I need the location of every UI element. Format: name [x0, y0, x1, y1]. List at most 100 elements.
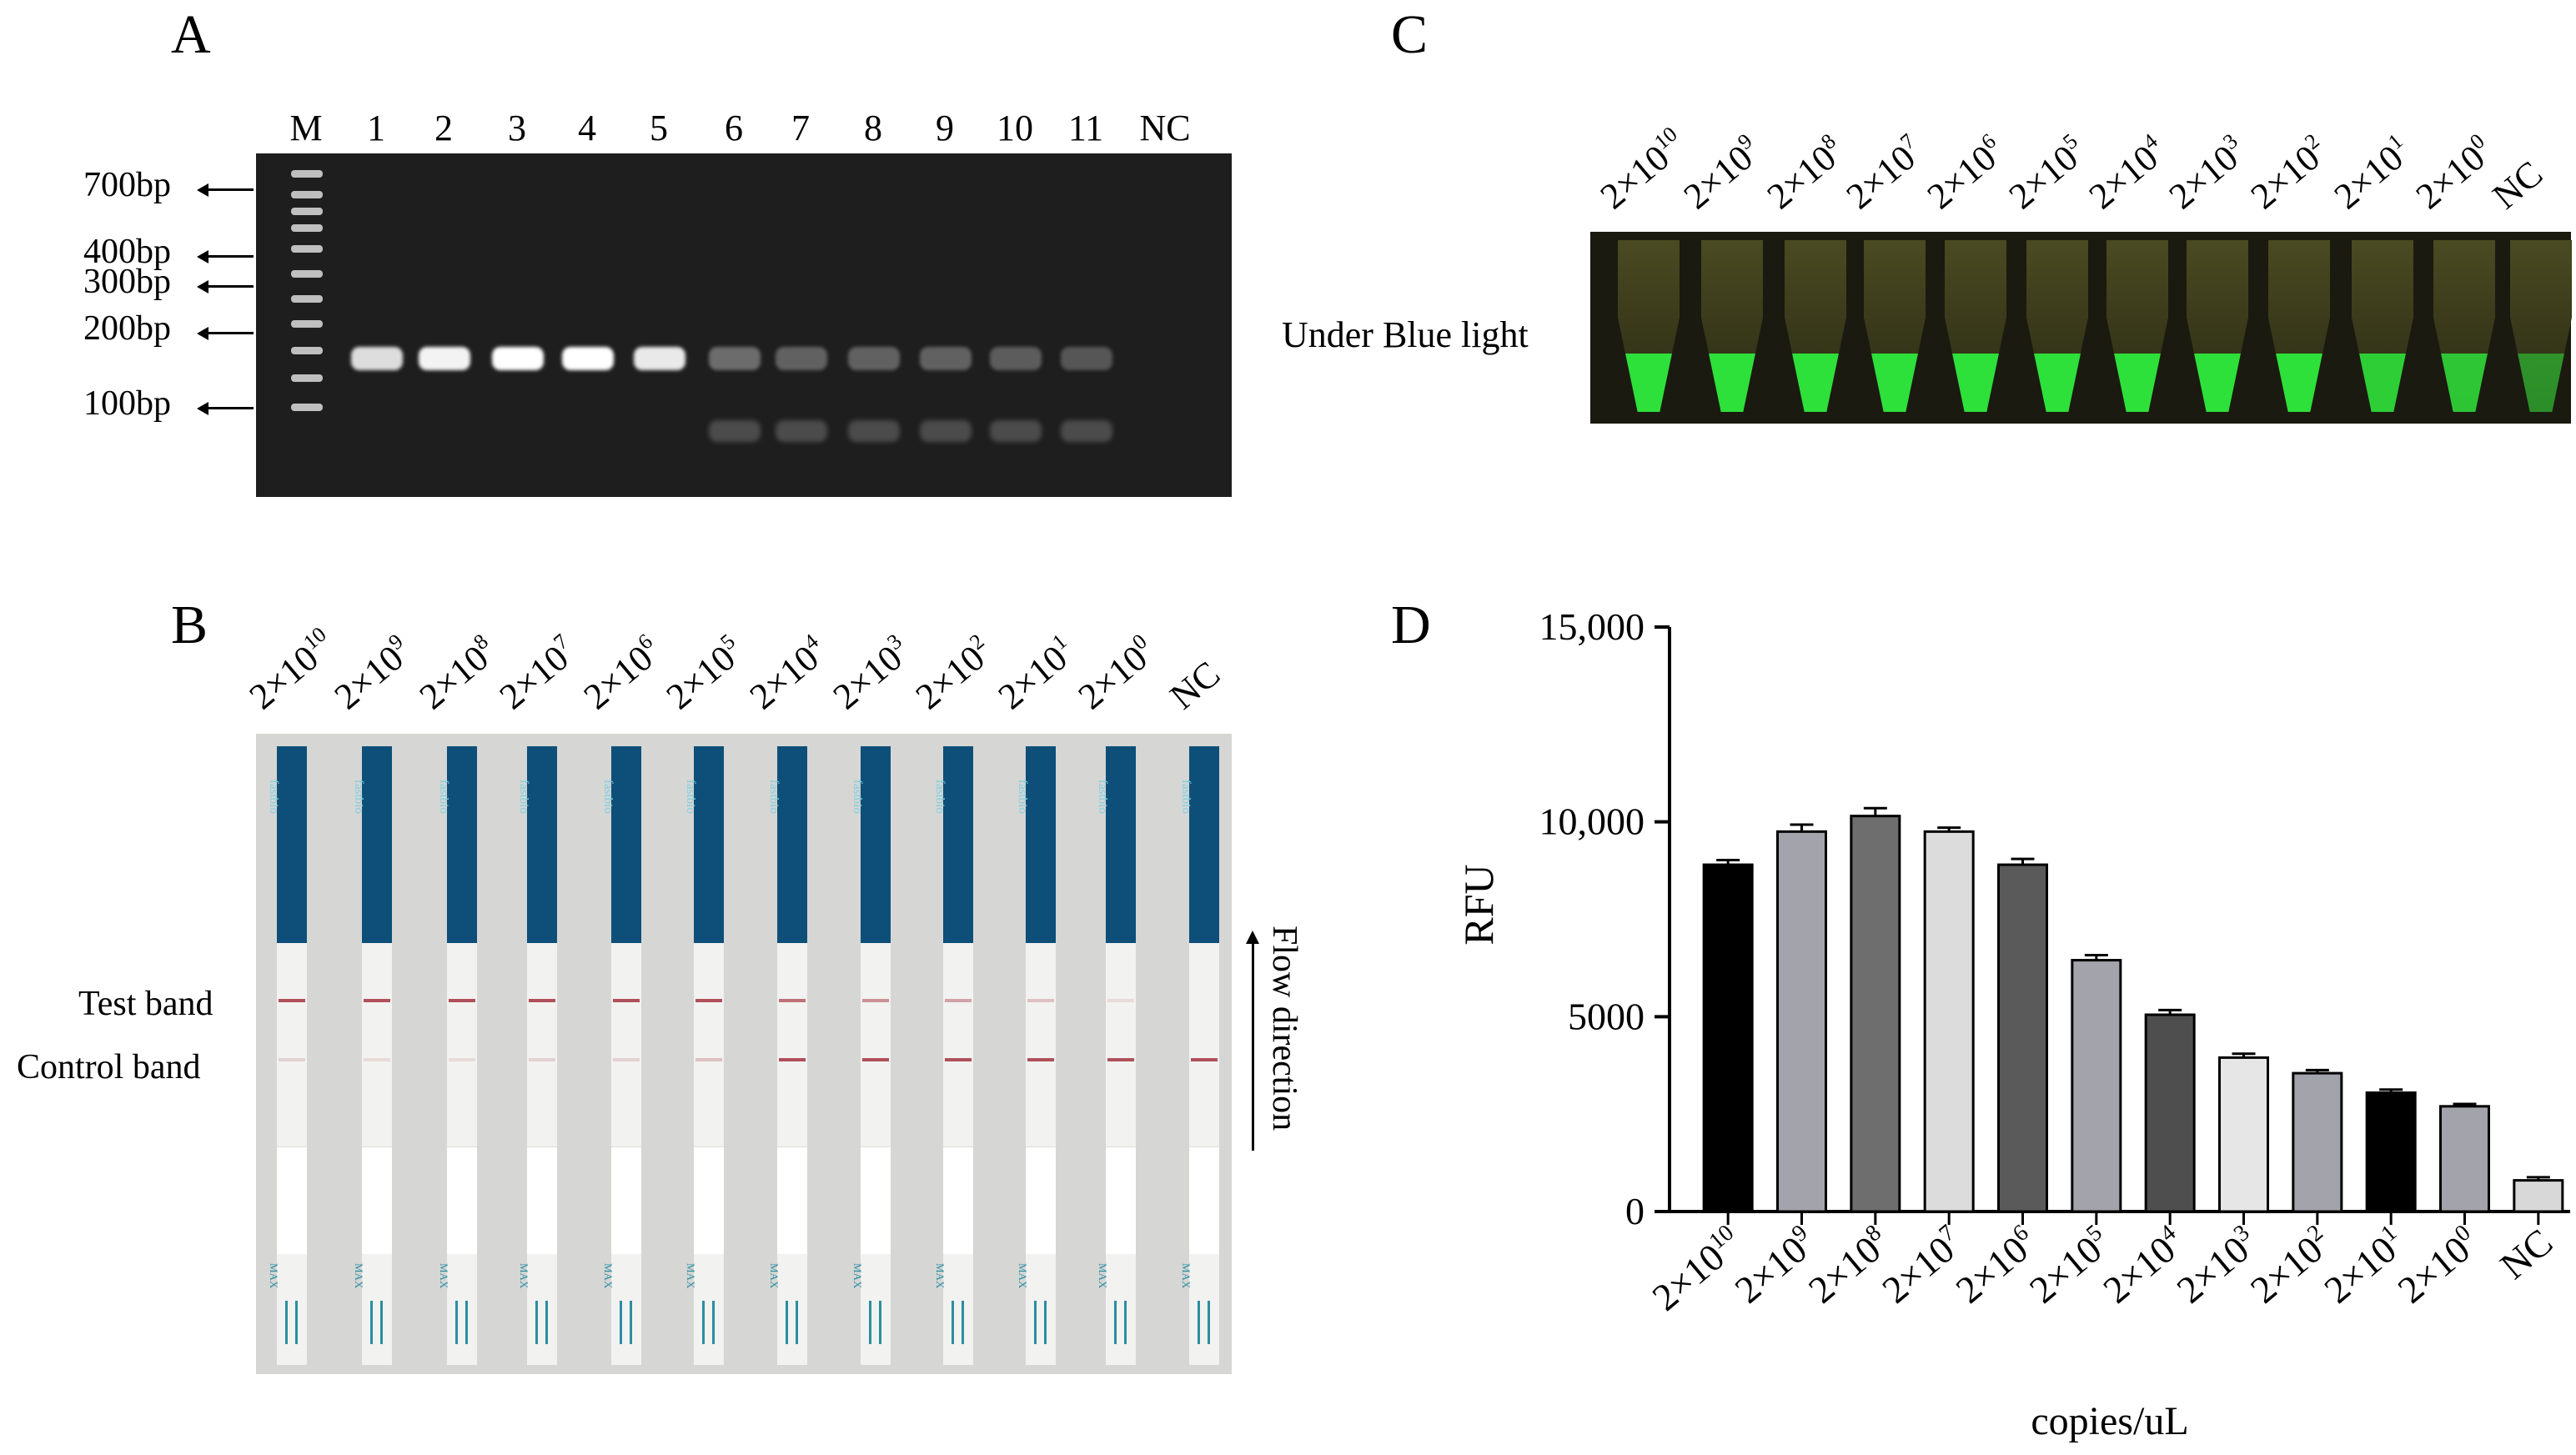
- strip-concentration-label-base: NC: [1162, 653, 1228, 718]
- strip-blue-tab: fastbio: [517, 746, 557, 943]
- panel-c-letter: C: [1391, 4, 1429, 65]
- bar: [1702, 863, 1754, 1213]
- reaction-tube: [2510, 240, 2572, 412]
- gel-band: [990, 347, 1042, 370]
- strip-arrow-mark: [1114, 1301, 1117, 1344]
- panel-b-letter: B: [171, 595, 208, 655]
- strip-control-band: [862, 1058, 889, 1061]
- marker-arrow-line: [207, 332, 254, 334]
- strip-blue-tab: fastbio: [267, 746, 307, 943]
- tube-concentration-label-8: 2×102: [2242, 128, 2336, 218]
- x-tick-label: 2×101: [2316, 1220, 2413, 1312]
- strip-arrow-mark: [1208, 1301, 1210, 1344]
- test-strip: fastbio MAX: [933, 746, 973, 1365]
- test-strip: fastbio MAX: [517, 746, 557, 1365]
- strip-sample-pad: [1189, 1146, 1219, 1254]
- strip-blue-tab: fastbio: [851, 746, 891, 943]
- strip-test-band: [529, 999, 555, 1002]
- strip-arrow-mark: [370, 1301, 373, 1344]
- strip-arrow-mark: [1034, 1301, 1037, 1344]
- strip-sample-pad: [277, 1146, 307, 1254]
- x-tick-label: 2×1010: [1644, 1220, 1750, 1319]
- gel-band: [634, 347, 685, 370]
- strip-arrow-mark: [465, 1301, 468, 1344]
- gel-lane-label: 4: [578, 108, 596, 148]
- reaction-tube: [1785, 240, 1846, 412]
- strip-brand-text: fastbio: [684, 780, 697, 814]
- gel-marker-label: 300bp: [83, 263, 171, 301]
- gel-lane-label: 2: [434, 108, 453, 148]
- reaction-tube: [2433, 240, 2495, 412]
- test-band-label: Test band: [78, 985, 213, 1023]
- strip-concentration-label-7: 2×103: [825, 629, 918, 718]
- strip-max-text: MAX: [934, 1263, 947, 1289]
- reaction-tube: [1701, 240, 1763, 412]
- gel-marker-label: 200bp: [83, 309, 171, 348]
- marker-arrow-head: [197, 183, 208, 197]
- strip-max-text: MAX: [518, 1263, 530, 1289]
- strip-arrow-mark: [879, 1301, 881, 1344]
- strip-arrow-mark: [869, 1301, 871, 1344]
- x-tick-label: 2×103: [2168, 1220, 2266, 1312]
- strip-blue-tab: fastbio: [1096, 746, 1136, 943]
- panel-d-letter: D: [1391, 595, 1431, 655]
- gel-lane-label: 11: [1067, 108, 1104, 148]
- strip-brand-text: fastbio: [437, 780, 450, 814]
- strip-max-text: MAX: [1180, 1263, 1193, 1289]
- marker-arrow-head: [197, 280, 208, 294]
- gel-band-lower: [920, 420, 972, 442]
- tube-fluorescence: [2510, 354, 2572, 412]
- gel-marker-label: 400bp: [83, 233, 171, 271]
- strip-arrow-mark: [285, 1301, 288, 1344]
- strip-concentration-label-1: 2×109: [326, 629, 419, 718]
- strip-arrow-mark: [1044, 1301, 1047, 1344]
- marker-arrow-head: [197, 327, 208, 340]
- tube-fluorescence: [2352, 354, 2413, 412]
- strip-sample-pad: [777, 1146, 807, 1254]
- strip-control-band: [1191, 1058, 1218, 1061]
- gel-band: [492, 347, 544, 370]
- strip-sample-pad: [362, 1146, 392, 1254]
- ladder-band: [291, 374, 323, 382]
- bar: [2439, 1105, 2490, 1213]
- flow-direction-label: Flow direction: [1265, 926, 1303, 1131]
- test-strip: fastbio MAX: [851, 746, 891, 1365]
- strip-arrow-mark: [620, 1301, 622, 1344]
- tube-fluorescence: [1618, 354, 1680, 412]
- strip-test-band: [1027, 999, 1054, 1002]
- strip-control-band: [279, 1058, 305, 1061]
- strip-blue-tab: fastbio: [601, 746, 641, 943]
- x-axis-label: copies/uL: [2031, 1399, 2188, 1443]
- tube-concentration-label-5: 2×105: [2001, 128, 2094, 218]
- strip-max-text: MAX: [768, 1263, 781, 1289]
- strip-test-band: [613, 999, 640, 1002]
- test-strip: fastbio MAX: [267, 746, 307, 1365]
- tube-concentration-label-1: 2×109: [1675, 128, 1769, 218]
- gel-band: [920, 347, 972, 370]
- y-tick-label: 5000: [1568, 995, 1645, 1037]
- x-tick-label: 2×107: [1874, 1220, 1971, 1312]
- test-strip: fastbio MAX: [437, 746, 477, 1365]
- tube-concentration-label-9: 2×101: [2326, 128, 2419, 218]
- gel-band: [562, 347, 614, 370]
- tube-concentration-label-10: 2×100: [2408, 128, 2501, 218]
- strip-sample-pad: [1106, 1146, 1136, 1254]
- reaction-tube: [2026, 240, 2088, 412]
- gel-lane-label: 1: [367, 108, 385, 148]
- gel-band-lower: [990, 420, 1042, 442]
- strip-blue-tab: fastbio: [1016, 746, 1056, 943]
- x-tick-label: 2×108: [1800, 1220, 1897, 1312]
- marker-arrow-line: [207, 255, 254, 258]
- panel-a-letter: A: [171, 4, 211, 65]
- strip-max-text: MAX: [1097, 1263, 1109, 1289]
- strip-test-band: [279, 999, 305, 1002]
- strip-test-band: [449, 999, 475, 1002]
- ladder-band: [291, 404, 323, 411]
- y-tick-label: 0: [1625, 1190, 1645, 1232]
- strip-test-band: [695, 999, 722, 1002]
- ladder-band: [291, 224, 323, 232]
- gel-band: [709, 347, 761, 370]
- reaction-tube: [1864, 240, 1926, 412]
- strip-test-band: [1107, 999, 1134, 1002]
- strip-sample-pad: [527, 1146, 557, 1254]
